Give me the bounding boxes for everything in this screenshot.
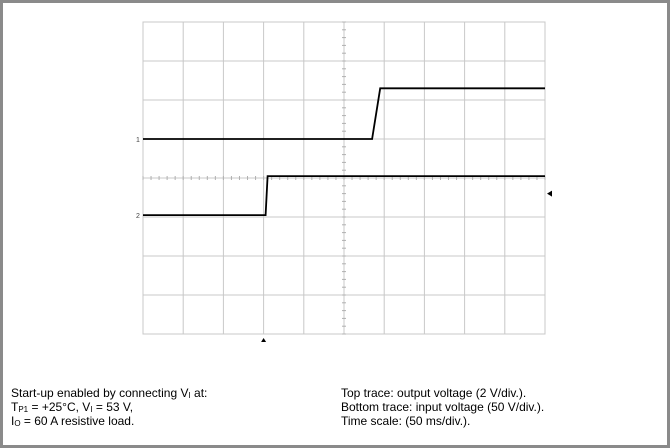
trace-description-caption: Top trace: output voltage (2 V/div.). Bo… — [341, 386, 544, 428]
scope-grid — [142, 21, 546, 335]
caption-line-2: TP1 = +25°C, VI = 53 V, — [11, 400, 134, 414]
scope-markers: 12 — [136, 137, 552, 342]
channel-marker-2: 2 — [136, 213, 140, 220]
trigger-position-arrow — [261, 338, 267, 342]
caption-line-3: IO = 60 A resistive load. — [11, 414, 135, 428]
channel-marker-1: 1 — [136, 137, 140, 144]
time-scale-description: Time scale: (50 ms/div.). — [341, 414, 471, 428]
output-voltage-trace — [143, 87, 545, 140]
test-conditions-caption: Start-up enabled by connecting VI at: TP… — [11, 386, 207, 428]
scope-traces — [143, 87, 545, 217]
input-voltage-trace — [143, 175, 545, 217]
caption-line-1: Start-up enabled by connecting VI at: — [11, 386, 208, 400]
top-trace-description: Top trace: output voltage (2 V/div.). — [341, 386, 527, 400]
bottom-trace-description: Bottom trace: input voltage (50 V/div.). — [341, 400, 545, 414]
trigger-level-arrow — [547, 190, 552, 197]
